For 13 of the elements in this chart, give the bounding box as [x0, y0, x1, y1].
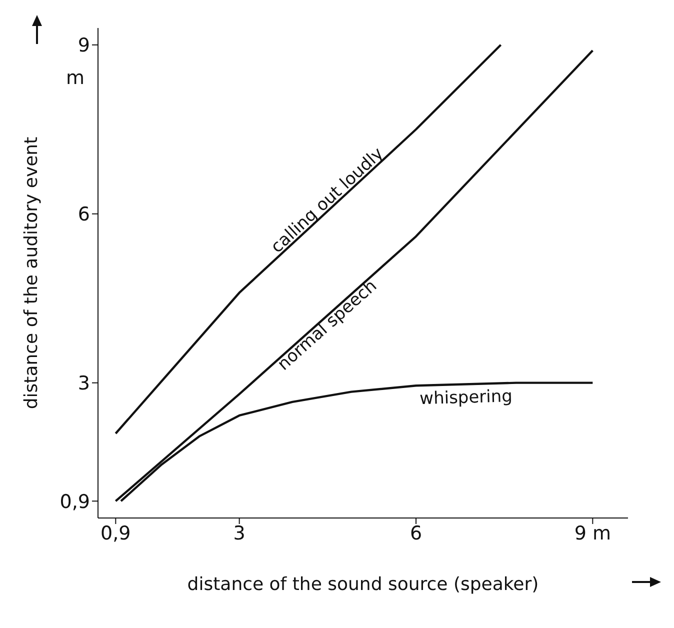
x-axis-title: distance of the sound source (speaker) [187, 574, 539, 595]
x-tick-label: 0,9 [100, 522, 131, 544]
y-tick-label: 6 [78, 204, 90, 226]
text: m [66, 66, 85, 89]
series-label: whispering [419, 386, 513, 410]
y-tick-label: 3 [78, 372, 90, 395]
y-tick-label: 9 [78, 34, 90, 57]
x-tick-label: 9 m [574, 522, 611, 544]
y-tick-label: 0,9 [60, 490, 90, 513]
line-series [114, 49, 594, 502]
y-axis-title: distance of the auditory event [20, 136, 42, 410]
x-tick-label: 6 [410, 522, 422, 544]
x-tick-label: 3 [233, 522, 246, 544]
